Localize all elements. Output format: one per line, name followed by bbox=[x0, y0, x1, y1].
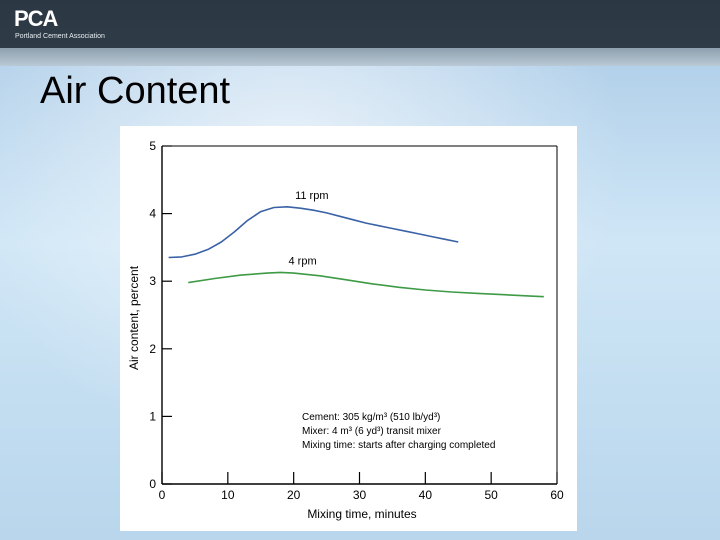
series-label-4rpm: 4 rpm bbox=[289, 255, 317, 267]
y-tick-label: 4 bbox=[149, 207, 156, 221]
x-tick-label: 0 bbox=[159, 488, 166, 502]
slide-title: Air Content bbox=[40, 70, 231, 112]
logo-subtitle: Portland Cement Association bbox=[15, 33, 105, 40]
header-band bbox=[0, 48, 720, 66]
x-tick-label: 40 bbox=[419, 488, 433, 502]
series-line-4rpm bbox=[188, 271, 544, 298]
figure-panel: 0 10 20 30 40 50 60 0 1 2 3 4 5 11 rpm 4 rpm Mixing t… bbox=[120, 126, 577, 531]
x-tick-label: 30 bbox=[353, 488, 367, 502]
y-tick-label: 3 bbox=[149, 274, 156, 288]
y-tick-label: 5 bbox=[149, 139, 156, 153]
series-line-11rpm bbox=[168, 206, 459, 259]
y-tick-label: 0 bbox=[149, 477, 156, 491]
annotation-line-3: Mixing time: starts after charging compl… bbox=[302, 440, 495, 451]
air-content-chart: 0 10 20 30 40 50 60 0 1 2 3 4 5 11 rpm 4 rpm Mixing t… bbox=[127, 139, 564, 521]
series-label-11rpm: 11 rpm bbox=[295, 190, 328, 202]
x-axis-label: Mixing time, minutes bbox=[307, 507, 416, 521]
x-tick-label: 50 bbox=[484, 488, 498, 502]
header-bar: PCA Portland Cement Association bbox=[0, 0, 720, 48]
y-tick-label: 1 bbox=[149, 409, 156, 423]
annotation-line-2: Mixer: 4 m³ (6 yd³) transit mixer bbox=[302, 426, 442, 437]
x-tick-label: 10 bbox=[221, 488, 235, 502]
y-tick-label: 2 bbox=[149, 342, 156, 356]
pca-logo: PCA bbox=[14, 6, 58, 31]
annotation-line-1: Cement: 305 kg/m³ (510 lb/yd³) bbox=[302, 412, 440, 423]
x-tick-label: 20 bbox=[287, 488, 301, 502]
x-tick-label: 60 bbox=[550, 488, 564, 502]
y-axis-label: Air content, percent bbox=[127, 265, 141, 370]
